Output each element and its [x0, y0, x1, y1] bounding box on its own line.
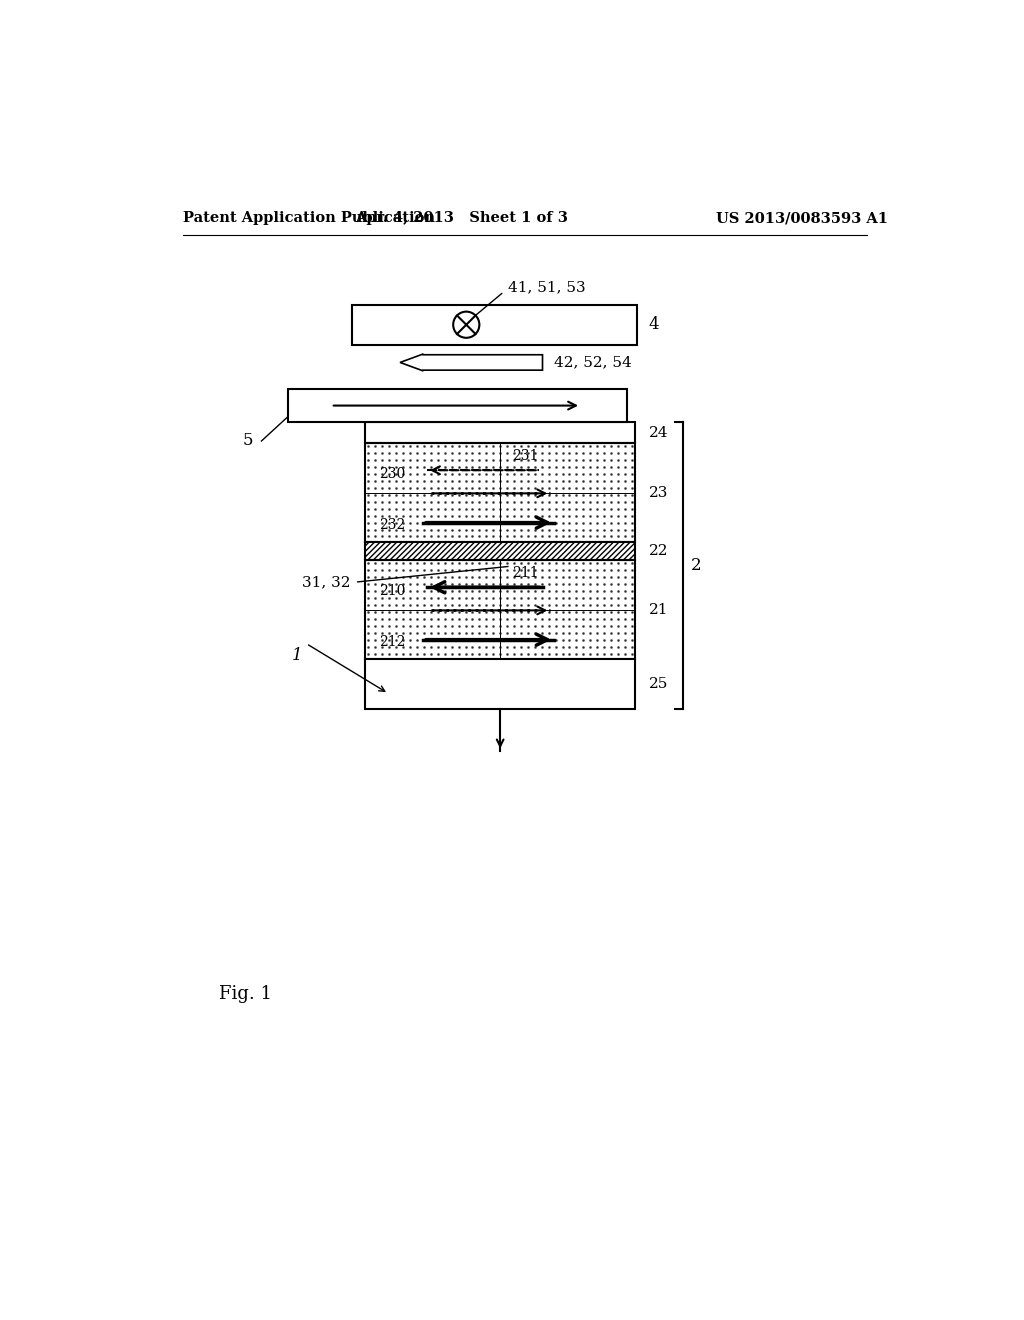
Text: 1: 1 [292, 647, 303, 664]
Text: 24: 24 [649, 425, 669, 440]
Text: 232: 232 [379, 517, 406, 532]
Bar [366, 659, 635, 709]
Text: 2: 2 [690, 557, 701, 574]
Text: 23: 23 [649, 486, 668, 499]
Text: 25: 25 [649, 677, 668, 690]
Text: Apr. 4, 2013   Sheet 1 of 3: Apr. 4, 2013 Sheet 1 of 3 [355, 211, 568, 226]
Text: Patent Application Publication: Patent Application Publication [183, 211, 435, 226]
Text: 210: 210 [379, 585, 406, 598]
Bar [352, 305, 637, 345]
Bar [289, 389, 628, 422]
Polygon shape [400, 354, 543, 371]
Text: 31, 32: 31, 32 [302, 576, 351, 589]
Text: 231: 231 [512, 449, 538, 462]
Text: 211: 211 [512, 566, 539, 579]
Text: 230: 230 [379, 467, 406, 480]
Text: 22: 22 [649, 544, 669, 558]
Text: 41, 51, 53: 41, 51, 53 [508, 281, 586, 294]
Text: 4: 4 [649, 317, 659, 333]
Text: US 2013/0083593 A1: US 2013/0083593 A1 [716, 211, 888, 226]
Text: 42, 52, 54: 42, 52, 54 [554, 355, 632, 370]
Circle shape [454, 312, 479, 338]
Text: 212: 212 [379, 635, 406, 649]
Text: 5: 5 [243, 433, 253, 450]
Bar [366, 561, 635, 659]
Bar [366, 444, 635, 543]
Text: Fig. 1: Fig. 1 [219, 985, 272, 1003]
Bar [366, 422, 635, 444]
Text: 21: 21 [649, 603, 669, 616]
Bar [366, 543, 635, 561]
